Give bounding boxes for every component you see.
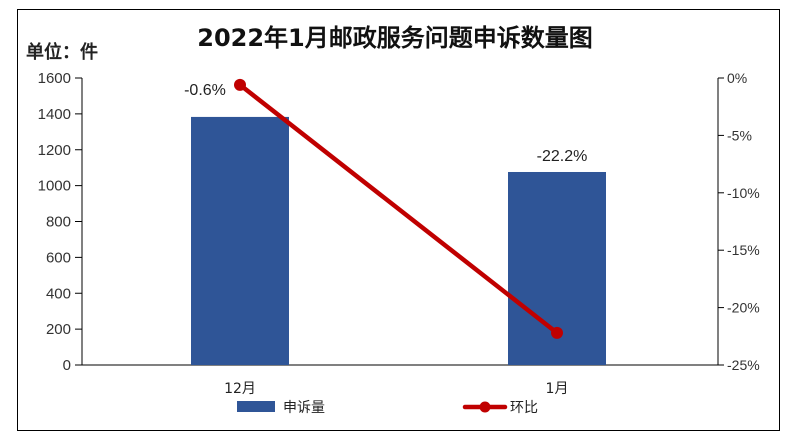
x-category-label: 1月 <box>546 381 569 397</box>
left-tick-label: 600 <box>46 249 71 266</box>
legend-line-marker <box>479 401 491 413</box>
left-tick-label: 1600 <box>38 70 71 87</box>
bar-12月 <box>191 116 289 365</box>
left-tick-label: 1200 <box>38 142 71 159</box>
right-tick-label: -10% <box>727 185 760 201</box>
mom-data-label: -0.6% <box>184 82 226 99</box>
left-tick-label: 1400 <box>38 106 71 123</box>
unit-label: 单位：件 <box>26 42 98 63</box>
left-tick-label: 400 <box>46 285 71 302</box>
right-tick-label: 0% <box>727 70 747 86</box>
left-tick-label: 0 <box>63 357 71 374</box>
right-tick-label: -15% <box>727 242 760 258</box>
legend-bar-swatch <box>237 401 275 412</box>
legend-line-label: 环比 <box>510 400 538 416</box>
mom-data-label: -22.2% <box>537 148 588 165</box>
chart-title: 2022年1月邮政服务问题申诉数量图 <box>197 24 593 52</box>
right-tick-label: -25% <box>727 357 760 373</box>
right-tick-label: -20% <box>727 300 760 316</box>
legend-bar-label: 申诉量 <box>283 400 325 416</box>
mom-marker <box>234 78 246 91</box>
chart-frame <box>17 9 780 431</box>
left-tick-label: 1000 <box>38 178 71 195</box>
mom-line <box>237 82 560 336</box>
x-category-label: 12月 <box>224 381 256 397</box>
right-tick-label: -5% <box>727 127 752 143</box>
left-tick-label: 200 <box>46 321 71 338</box>
mom-marker <box>551 326 563 339</box>
left-tick-label: 800 <box>46 214 71 231</box>
